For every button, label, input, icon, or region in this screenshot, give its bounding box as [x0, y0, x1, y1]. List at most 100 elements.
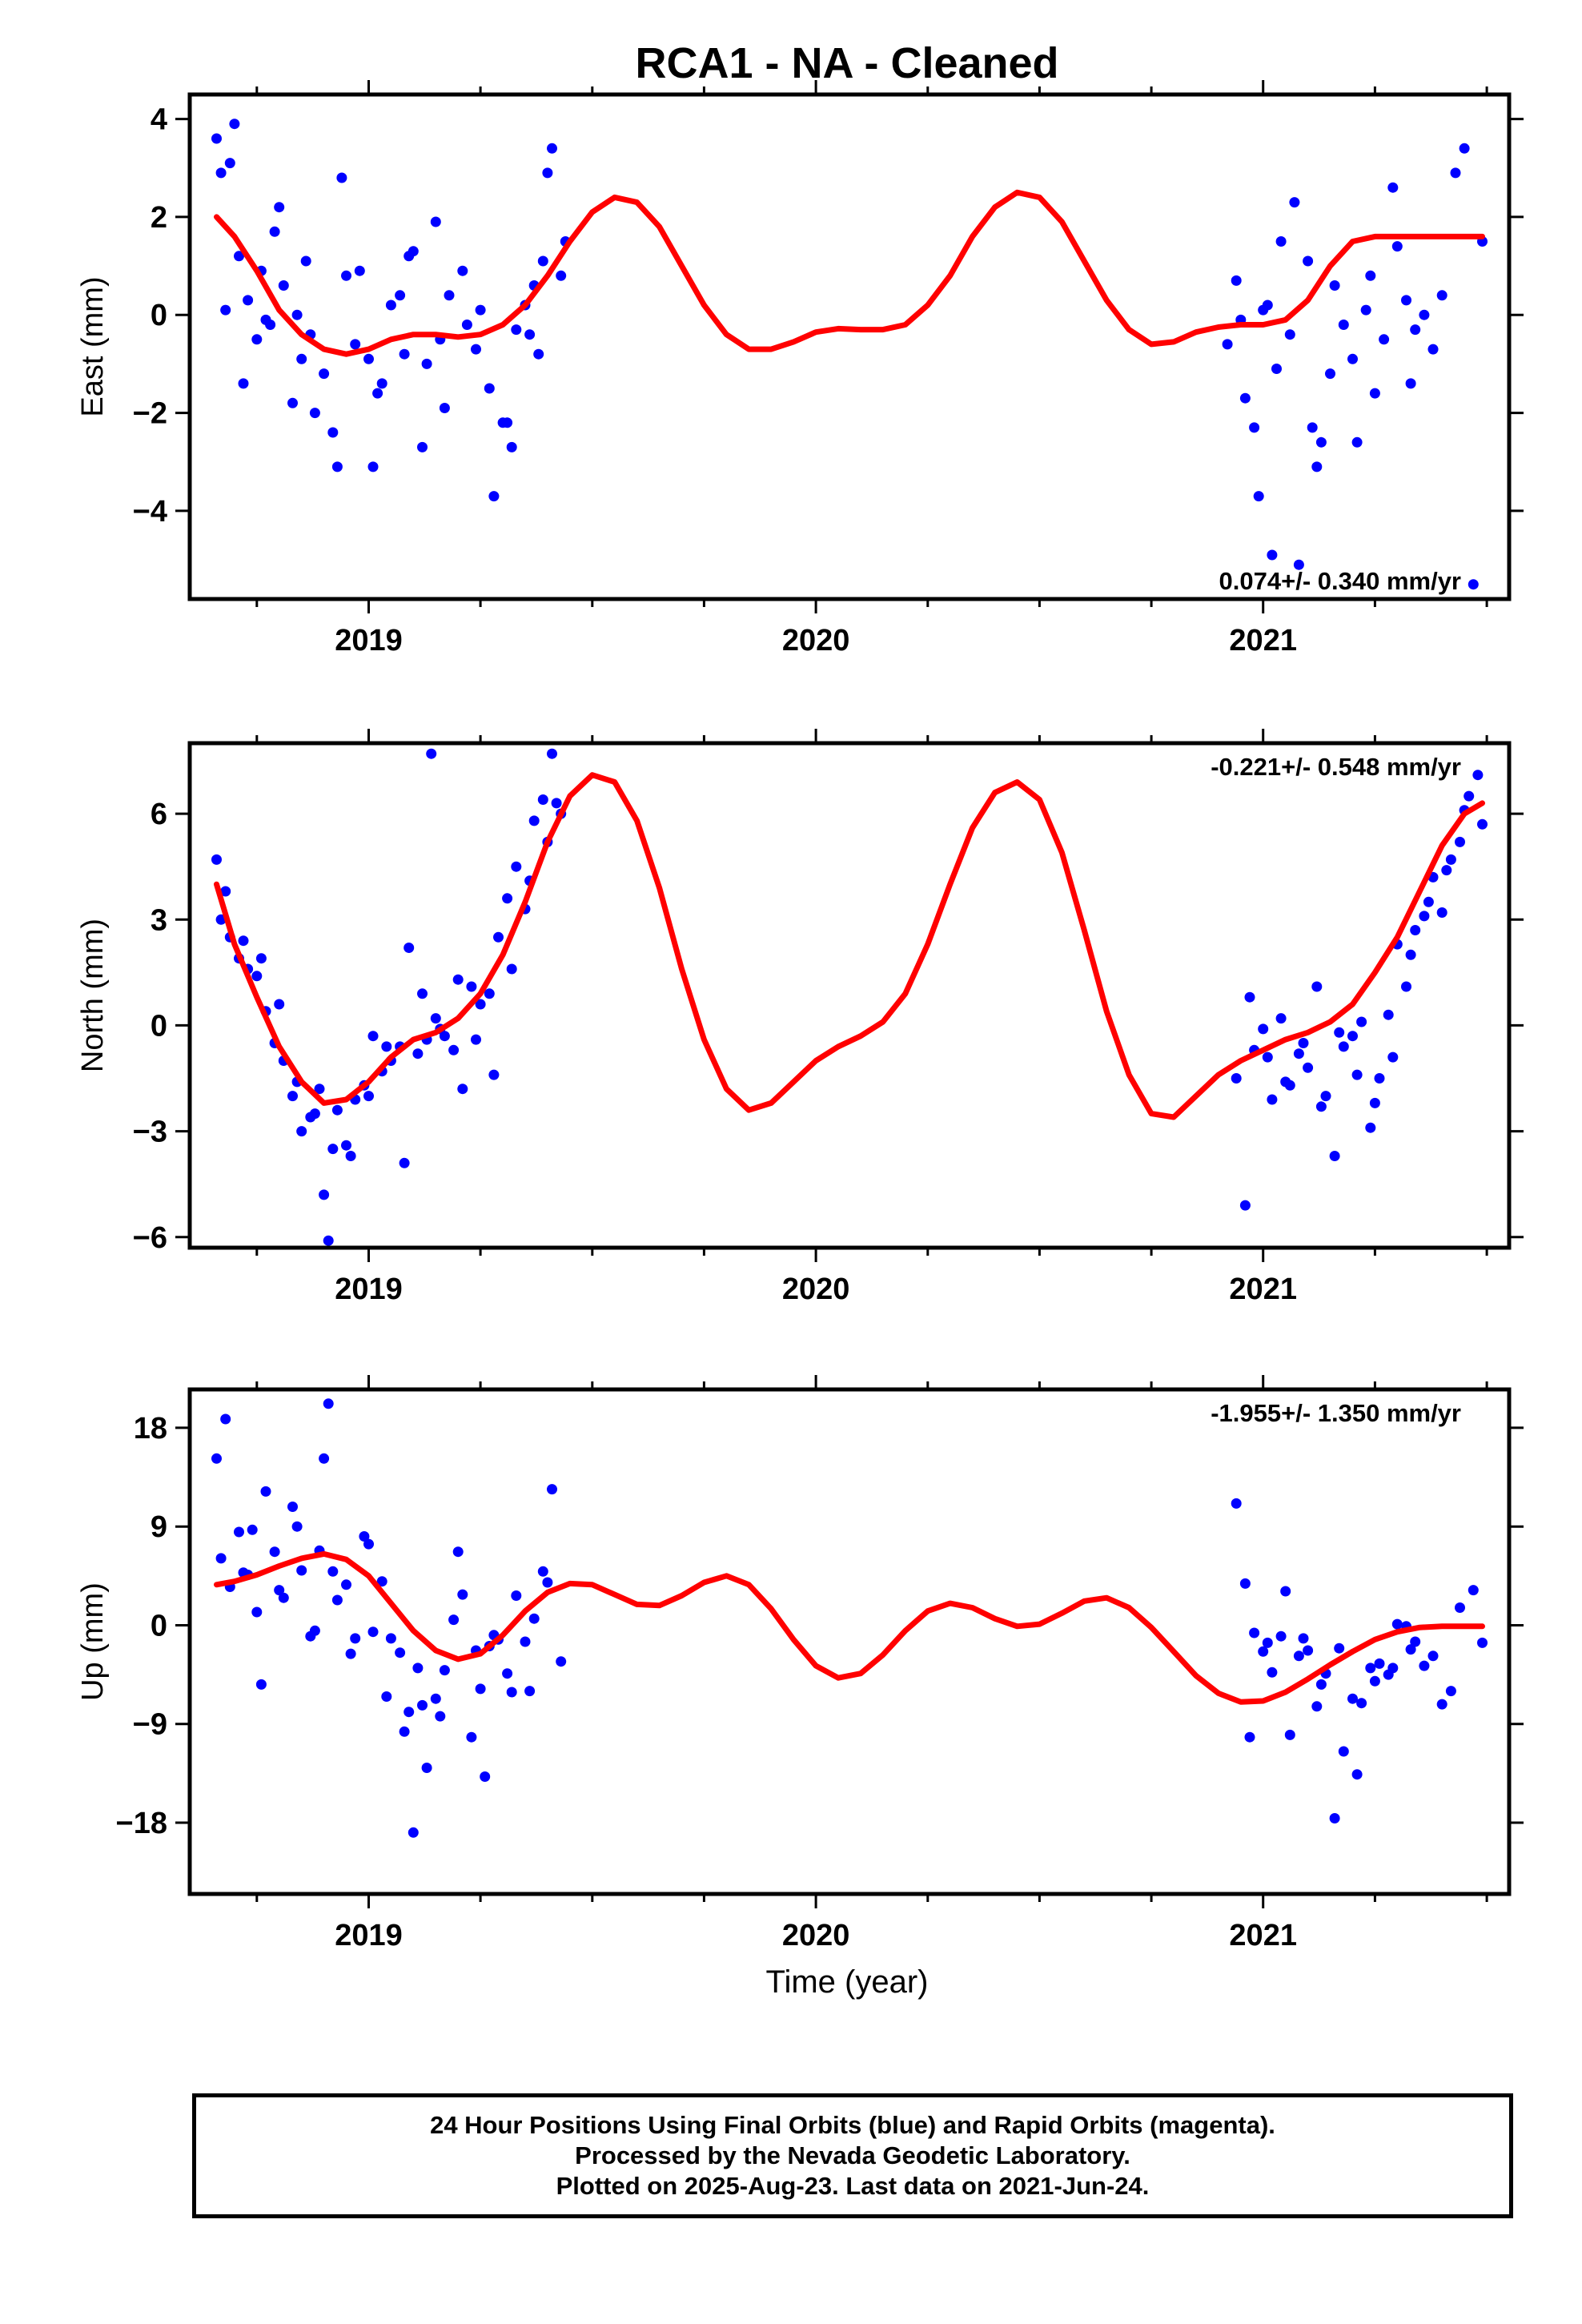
data-point — [1347, 353, 1358, 364]
data-point — [475, 999, 486, 1010]
data-point — [502, 1668, 513, 1679]
data-point — [1405, 949, 1416, 960]
data-point — [1405, 378, 1416, 389]
y-tick-label: 0 — [151, 1610, 167, 1643]
rate-annotation: -1.955+/- 1.350 mm/yr — [1211, 1399, 1461, 1427]
y-tick-label: −6 — [133, 1221, 167, 1255]
data-point — [1391, 241, 1403, 252]
data-point — [1298, 1633, 1309, 1644]
data-point — [376, 378, 387, 389]
data-point — [350, 339, 361, 350]
data-point — [331, 1594, 343, 1606]
data-point — [1436, 1699, 1447, 1710]
data-point — [430, 1013, 441, 1024]
data-point — [1280, 1586, 1291, 1597]
data-point — [404, 1707, 415, 1718]
fit-line — [214, 1550, 1485, 1705]
x-axis-label: Time (year) — [766, 1964, 929, 2000]
data-point — [511, 324, 522, 336]
data-point — [484, 988, 495, 999]
data-point — [475, 304, 486, 316]
data-point — [331, 1104, 343, 1116]
data-point — [1347, 1031, 1358, 1042]
data-point — [484, 383, 495, 394]
data-point — [1303, 1645, 1314, 1656]
data-point — [1365, 1122, 1376, 1133]
y-tick-label: 0 — [151, 1009, 167, 1043]
data-point — [1258, 1646, 1269, 1657]
data-point — [404, 251, 415, 262]
data-point — [331, 461, 343, 472]
data-point — [1383, 1009, 1394, 1020]
data-point — [319, 1453, 330, 1464]
data-point — [1455, 836, 1465, 847]
data-point — [547, 143, 557, 154]
data-point — [363, 353, 374, 364]
data-point — [1387, 1663, 1399, 1674]
data-point — [211, 854, 222, 865]
data-point — [399, 348, 410, 360]
data-point — [466, 1731, 477, 1743]
data-point — [1249, 1627, 1260, 1638]
data-point — [1351, 1769, 1363, 1780]
data-point — [556, 270, 567, 281]
data-point — [421, 358, 432, 369]
data-point — [291, 309, 303, 320]
data-point — [475, 1683, 486, 1695]
data-point — [1468, 1585, 1479, 1596]
data-point — [1436, 290, 1447, 301]
data-point — [1365, 270, 1376, 281]
data-point — [1387, 182, 1399, 193]
data-point — [1249, 422, 1260, 433]
data-point — [341, 1140, 351, 1151]
data-point — [408, 1827, 419, 1838]
data-point — [1356, 1698, 1367, 1709]
data-point — [506, 441, 517, 452]
data-point — [265, 320, 276, 330]
x-tick-label: 2019 — [335, 624, 403, 657]
data-point — [1231, 1073, 1242, 1084]
data-point — [1441, 865, 1452, 876]
data-point — [1262, 1051, 1273, 1063]
data-point — [296, 353, 307, 364]
data-point — [1275, 236, 1287, 247]
data-point — [1334, 1027, 1345, 1038]
data-point — [1239, 1578, 1251, 1589]
data-point — [421, 1763, 432, 1773]
data-point — [1472, 770, 1484, 781]
data-point — [439, 403, 450, 413]
data-point — [255, 953, 267, 964]
data-point — [341, 1579, 351, 1590]
data-point — [260, 1486, 271, 1497]
data-point — [211, 1453, 222, 1464]
data-point — [547, 1484, 557, 1495]
x-tick-label: 2021 — [1229, 1919, 1297, 1952]
data-point — [537, 794, 548, 805]
plot-frame — [187, 92, 1512, 601]
data-point — [448, 1614, 460, 1626]
data-point — [439, 1665, 450, 1676]
up-panel: 2019 2020 2021 −18 −9 0 9 18 Up (mm) -1.955+/- 1.… — [76, 1375, 1524, 1952]
data-point — [435, 1711, 446, 1722]
data-point — [1387, 1051, 1399, 1063]
data-point — [1244, 1731, 1255, 1743]
data-point — [1262, 300, 1273, 311]
data-point — [1311, 981, 1323, 992]
data-point — [1293, 559, 1304, 570]
data-point — [251, 971, 263, 982]
east-panel: 2019 2020 2021 −4 −2 0 2 4 East (mm) 0.074+/- 0.3… — [76, 80, 1524, 657]
data-point — [354, 265, 365, 276]
data-point — [493, 931, 504, 943]
data-point — [381, 1041, 392, 1052]
data-point — [1253, 491, 1264, 502]
data-point — [466, 981, 477, 992]
data-point — [511, 1590, 522, 1601]
y-tick-label: −9 — [133, 1708, 167, 1742]
data-point — [1419, 911, 1430, 922]
data-point — [1289, 197, 1300, 208]
data-point — [524, 1686, 536, 1697]
data-point — [243, 295, 254, 306]
data-point — [444, 290, 455, 301]
data-point — [1298, 1038, 1309, 1048]
footer-line-1: 24 Hour Positions Using Final Orbits (bl… — [430, 2111, 1275, 2139]
